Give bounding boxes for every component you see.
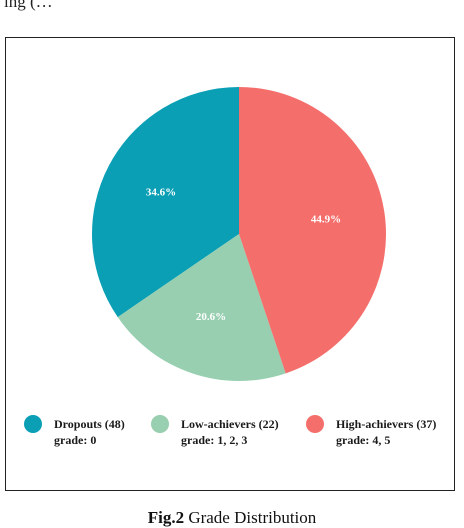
- pie-slice-high-achievers: [239, 86, 387, 374]
- legend-swatch-high-achievers: [306, 415, 324, 433]
- figure-title: Grade Distribution: [188, 508, 317, 527]
- pie-label-dropouts: 34.6%: [146, 186, 176, 198]
- pie-label-high-achievers: 44.9%: [311, 213, 341, 225]
- figure-number: Fig.2: [147, 508, 185, 527]
- legend-sub-high-achievers: grade: 4, 5: [336, 433, 391, 447]
- legend-label-low-achievers: Low-achievers (22): [181, 417, 279, 431]
- legend: Dropouts (48) grade: 0 Low-achievers (22…: [24, 414, 454, 464]
- figure-caption: Fig.2 Grade Distribution: [0, 508, 464, 528]
- pie-slice-low-achievers: [117, 234, 286, 381]
- pie-chart: 34.6% 20.6% 44.9%: [92, 86, 387, 381]
- legend-swatch-dropouts: [24, 415, 42, 433]
- truncated-top-text: ing (…: [4, 0, 53, 11]
- legend-sub-low-achievers: grade: 1, 2, 3: [181, 433, 248, 447]
- legend-label-high-achievers: High-achievers (37): [336, 417, 437, 431]
- legend-sub-dropouts: grade: 0: [54, 433, 97, 447]
- legend-label-dropouts: Dropouts (48): [54, 417, 125, 431]
- pie-label-low-achievers: 20.6%: [196, 311, 226, 323]
- pie-slice-dropouts: [92, 87, 239, 318]
- legend-swatch-low-achievers: [151, 415, 169, 433]
- figure-frame: 34.6% 20.6% 44.9% Dropouts (48) grade: 0 L…: [5, 37, 455, 491]
